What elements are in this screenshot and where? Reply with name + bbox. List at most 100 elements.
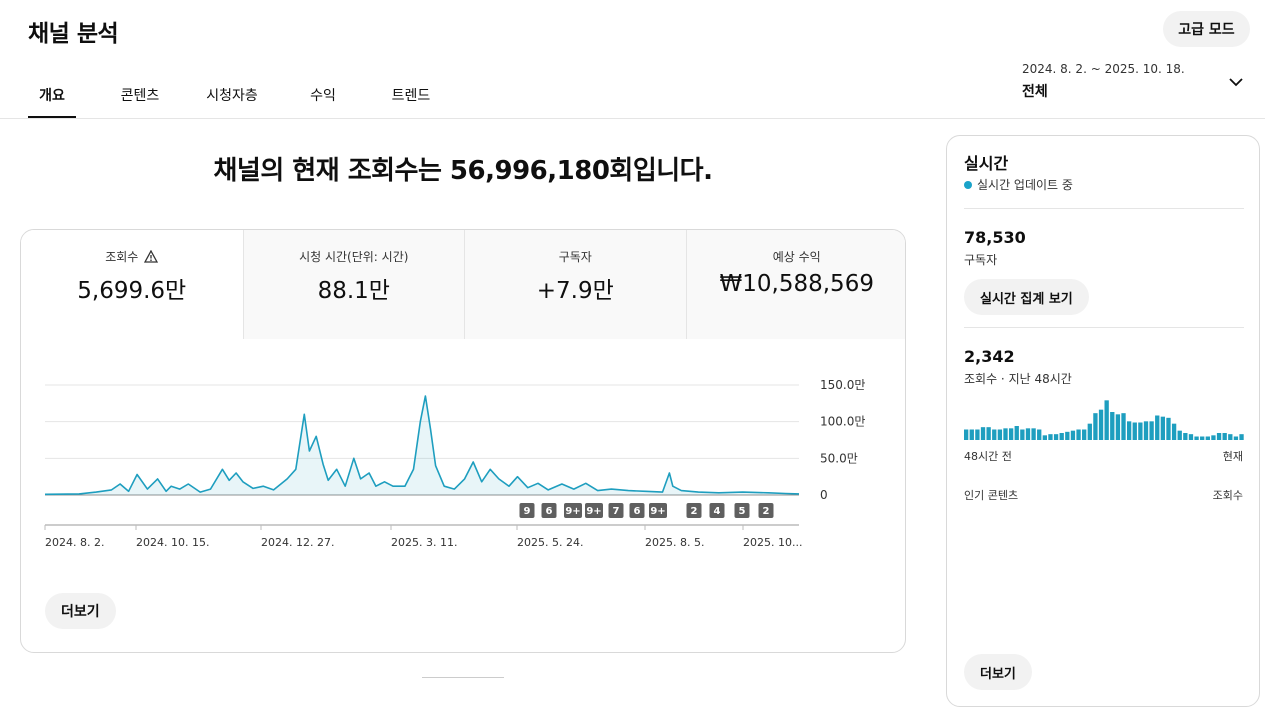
hourly-bar (1205, 436, 1210, 440)
annotation-badge (541, 503, 557, 518)
hourly-bar (1138, 422, 1143, 440)
hourly-bar (1008, 428, 1014, 440)
annotation-badge (629, 503, 645, 518)
hourly-bar (1076, 429, 1081, 440)
annotation-badge (758, 503, 774, 518)
hourly-bar (1115, 414, 1121, 440)
hourly-bar (1228, 434, 1233, 440)
views-area (45, 396, 799, 495)
hourly-bar (1183, 433, 1188, 440)
annotation-badge (519, 503, 535, 518)
hourly-bar (1037, 429, 1042, 440)
hourly-bar (1171, 423, 1177, 440)
annotation-badge-label: 9+ (586, 506, 601, 517)
annotation-badge (734, 503, 750, 518)
hourly-bar (1059, 433, 1064, 440)
tab-content[interactable]: 콘텐츠 (120, 88, 160, 104)
hourly-bar (1093, 413, 1098, 440)
realtime-count-button[interactable]: 실시간 집계 보기 (964, 279, 1089, 315)
hourly-bar (1126, 421, 1132, 440)
hourly-bar (1025, 428, 1031, 440)
annotation-badge-label: 7 (613, 506, 620, 517)
hourly-bar (1155, 415, 1160, 440)
hourly-bar (1194, 436, 1199, 440)
metric-value: +7.9만 (536, 278, 614, 304)
annotation-badge-label: 6 (546, 506, 553, 517)
x-tick-label: 2025. 10... (743, 536, 802, 549)
annotation-badge-label: 5 (739, 506, 746, 517)
page-title: 채널 분석 (28, 21, 119, 47)
more-button[interactable]: 더보기 (45, 593, 116, 629)
metric-revenue[interactable]: 예상 수익 ₩10,588,569 (685, 230, 905, 339)
annotation-badge-label: 9 (524, 506, 531, 517)
bars-label-right: 현재 (1222, 450, 1243, 463)
realtime-more-button[interactable]: 더보기 (964, 654, 1032, 690)
hourly-bar (1053, 434, 1059, 440)
hourly-bar (1200, 436, 1205, 440)
hourly-bar (1160, 416, 1166, 440)
date-range-value: 전체 (1022, 84, 1048, 100)
annotation-badge-label: 6 (634, 506, 641, 517)
popular-content-label: 인기 콘텐츠 (964, 489, 1019, 502)
metric-value: ₩10,588,569 (719, 271, 874, 297)
x-tick-label: 2024. 8. 2. (45, 536, 104, 549)
hourly-bar (997, 429, 1003, 440)
hourly-views-chart[interactable] (964, 396, 1245, 440)
realtime-status: 실시간 업데이트 중 (964, 176, 1073, 193)
x-tick-label: 2024. 10. 15. (136, 536, 209, 549)
metric-tabs: 조회수 5,699.6만 시청 시간(단위: 시간) 88.1만 구독자 +7.… (21, 230, 905, 339)
hourly-bar (1149, 421, 1154, 440)
realtime-views-label: 조회수 · 지난 48시간 (964, 372, 1072, 386)
hourly-bar (1082, 429, 1087, 440)
views-line (44, 395, 800, 496)
x-tick-label: 2025. 8. 5. (645, 536, 704, 549)
realtime-title: 실시간 (964, 154, 1009, 173)
realtime-subscribers-label: 구독자 (964, 253, 998, 267)
metric-label: 구독자 (558, 250, 592, 264)
annotation-badge-label: 9+ (650, 506, 665, 517)
realtime-subscribers: 78,530 (964, 228, 1026, 247)
tab-overview[interactable]: 개요 (28, 70, 76, 118)
hourly-bar (1087, 423, 1092, 440)
hourly-bar (969, 429, 974, 440)
metric-subscribers[interactable]: 구독자 +7.9만 (464, 230, 686, 339)
hourly-bar (1048, 434, 1053, 440)
metric-value: 88.1만 (317, 278, 390, 304)
popular-metric-label: 조회수 (1212, 489, 1243, 502)
hourly-bar (1166, 417, 1171, 440)
warning-icon (144, 250, 159, 263)
metric-value: 5,699.6만 (77, 278, 187, 304)
annotation-badge (564, 503, 582, 518)
y-tick-label: 0 (820, 488, 828, 502)
tab-audience[interactable]: 시청자층 (206, 88, 258, 104)
tab-trends[interactable]: 트렌드 (391, 88, 431, 104)
annotation-badge (686, 503, 702, 518)
headline: 채널의 현재 조회수는 56,996,180회입니다. (213, 156, 713, 186)
hourly-bar (986, 427, 991, 440)
annotation-badge-label: 4 (714, 506, 721, 517)
realtime-views: 2,342 (964, 347, 1015, 366)
tab-revenue[interactable]: 수익 (310, 88, 336, 104)
annotation-badge (649, 503, 667, 518)
hourly-bar (1233, 436, 1239, 440)
hourly-bar (1065, 431, 1070, 440)
annotation-badge (709, 503, 725, 518)
hourly-bar (1211, 435, 1216, 440)
annotation-badge-label: 9+ (565, 506, 580, 517)
metric-views[interactable]: 조회수 5,699.6만 (21, 230, 243, 339)
hourly-bar (1177, 430, 1182, 440)
live-dot-icon (964, 180, 972, 189)
metric-label: 예상 수익 (772, 250, 821, 264)
views-chart[interactable]: 150.0만 100.0만 50.0만 0 9 6 9+ 9+ 7 6 9+ 2 4 5 2 2024. 8.… (21, 339, 905, 569)
pager-indicator (422, 677, 504, 678)
x-tick-label: 2025. 3. 11. (391, 536, 457, 549)
metric-label: 시청 시간(단위: 시간) (299, 250, 409, 264)
bars-label-left: 48시간 전 (964, 450, 1012, 463)
hourly-bar (1070, 430, 1076, 440)
metric-watch-time[interactable]: 시청 시간(단위: 시간) 88.1만 (242, 230, 464, 339)
hourly-bar (975, 429, 980, 440)
hourly-bar (1098, 409, 1104, 440)
advanced-mode-button[interactable]: 고급 모드 (1163, 11, 1250, 47)
date-range-picker[interactable]: 2024. 8. 2. ~ 2025. 10. 18. 전체 (1022, 62, 1248, 104)
hourly-bar (1110, 412, 1115, 440)
